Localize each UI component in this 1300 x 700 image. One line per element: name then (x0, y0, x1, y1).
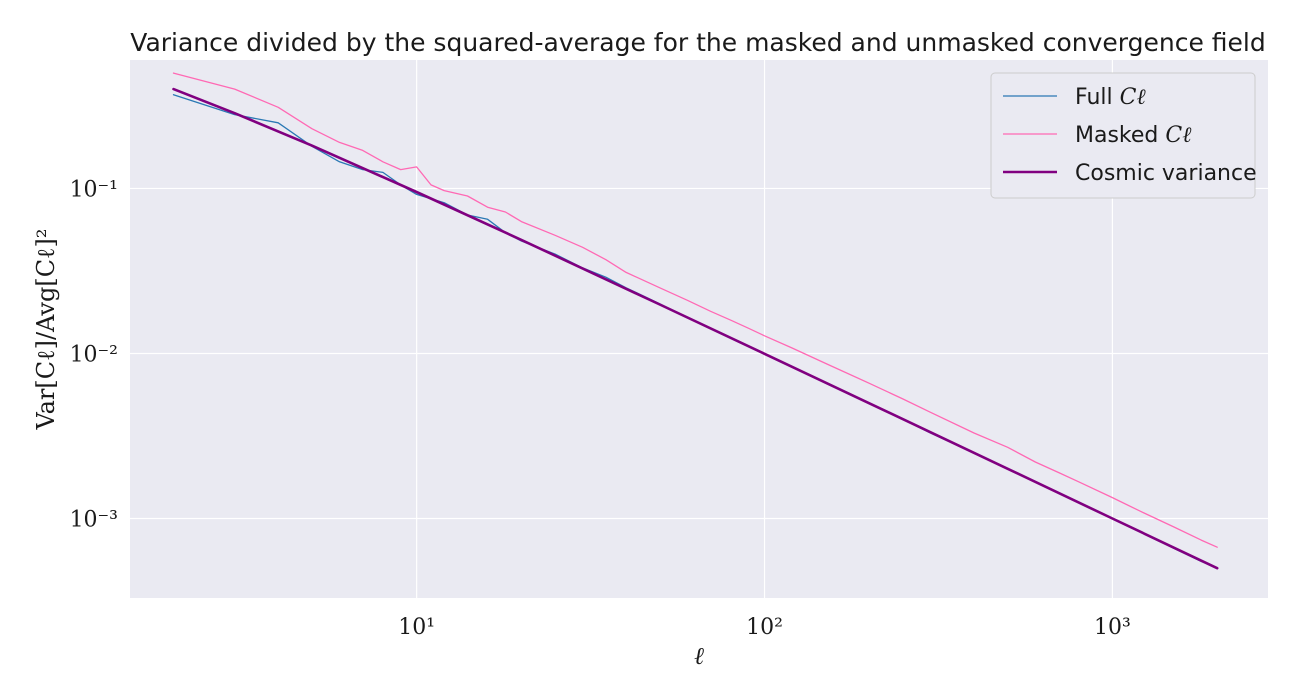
x-tick-label: 10² (746, 615, 783, 640)
series-line-1 (172, 72, 1218, 548)
x-axis-label: ℓ (694, 642, 704, 670)
y-axis-label: Var[Cℓ]/Avg[Cℓ]² (32, 228, 60, 430)
legend-label-2: Cosmic variance (1075, 161, 1257, 186)
legend-label-1: Masked Cℓ (1075, 123, 1192, 148)
x-tick-label: 10¹ (398, 615, 435, 640)
y-tick-label: 10⁻² (70, 342, 118, 367)
y-tick-labels: 10⁻³ 10⁻² 10⁻¹ (70, 177, 118, 532)
x-tick-labels: 10¹ 10² 10³ (398, 615, 1131, 640)
y-tick-label: 10⁻³ (70, 508, 118, 533)
series-lines (172, 72, 1219, 570)
legend-label-0: Full Cℓ (1075, 85, 1146, 110)
legend-box (990, 72, 1256, 199)
chart-title: Variance divided by the squared-average … (130, 28, 1265, 57)
legend: Full Cℓ Masked Cℓ Cosmic variance (990, 72, 1257, 199)
x-tick-label: 10³ (1094, 615, 1131, 640)
y-tick-label: 10⁻¹ (70, 177, 118, 202)
series-line-2 (172, 87, 1219, 570)
